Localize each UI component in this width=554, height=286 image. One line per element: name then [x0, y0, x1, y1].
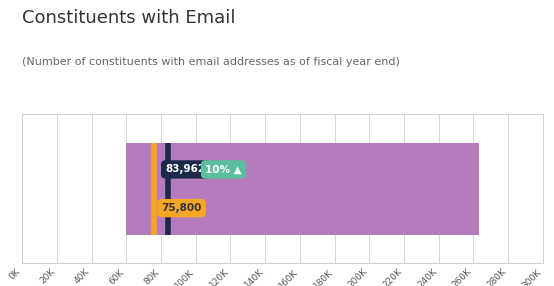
Text: 83,962: 83,962 [165, 164, 206, 174]
Text: 75,800: 75,800 [161, 203, 202, 213]
FancyBboxPatch shape [126, 143, 479, 235]
Text: 10% ▲: 10% ▲ [205, 164, 242, 174]
Text: Constituents with Email: Constituents with Email [22, 9, 235, 27]
Text: (Number of constituents with email addresses as of fiscal year end): (Number of constituents with email addre… [22, 57, 400, 67]
